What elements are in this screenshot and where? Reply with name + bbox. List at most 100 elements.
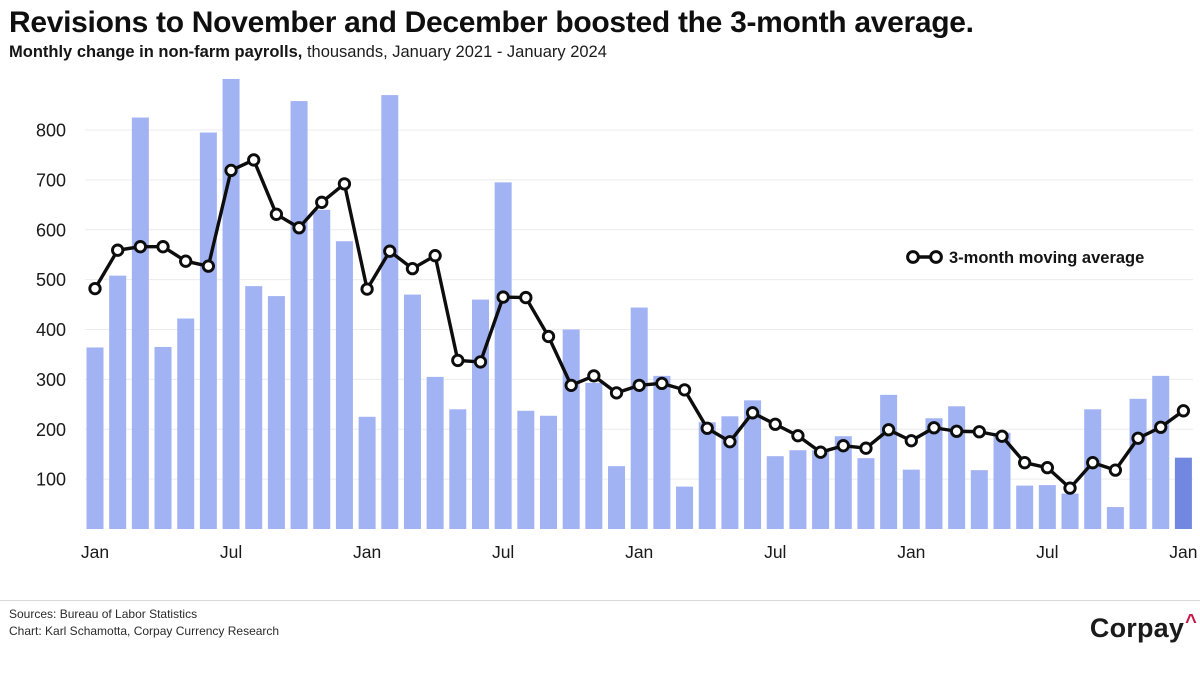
bar-May-2024 bbox=[993, 432, 1011, 529]
avg-marker-Sep-2024 bbox=[1086, 456, 1100, 470]
avg-marker-Mar-2024 bbox=[950, 424, 964, 438]
bar-Jun-2024 bbox=[1016, 485, 1034, 529]
x-tick-label-Jan-2022: Jan bbox=[353, 542, 381, 562]
y-tick-label-300: 300 bbox=[36, 370, 66, 390]
bar-Dec-2021 bbox=[335, 241, 353, 529]
bar-Feb-2022 bbox=[381, 95, 399, 530]
avg-marker-Sep-2023 bbox=[813, 445, 828, 459]
legend-marker-icon-1 bbox=[929, 250, 943, 264]
bar-Dec-2022 bbox=[608, 466, 626, 529]
avg-marker-Nov-2022 bbox=[587, 369, 601, 383]
avg-marker-Feb-2024 bbox=[927, 421, 941, 435]
avg-marker-Jan-2024 bbox=[904, 434, 918, 448]
bar-Feb-2023 bbox=[653, 375, 671, 529]
bar-Mar-2022 bbox=[403, 294, 421, 529]
corpay-logo: Corpay^ bbox=[1090, 611, 1197, 644]
avg-marker-Feb-2023 bbox=[655, 376, 669, 391]
bar-Jul-2024 bbox=[1038, 485, 1056, 529]
avg-marker-Sep-2022 bbox=[541, 329, 556, 344]
bar-May-2022 bbox=[449, 409, 467, 529]
avg-marker-Apr-2022 bbox=[428, 249, 442, 263]
chart-title: Revisions to November and December boost… bbox=[9, 6, 974, 39]
bar-Apr-2021 bbox=[154, 346, 172, 529]
chart-subtitle: Monthly change in non-farm payrolls, tho… bbox=[9, 43, 1189, 62]
avg-marker-Jun-2022 bbox=[473, 355, 488, 369]
avg-marker-Jan-2025 bbox=[1176, 404, 1191, 418]
bar-Jun-2021 bbox=[199, 132, 217, 529]
bar-Aug-2022 bbox=[517, 410, 535, 529]
bar-Jan-2025 bbox=[1174, 457, 1192, 529]
avg-marker-Oct-2021 bbox=[292, 221, 306, 235]
bar-Jan-2021 bbox=[86, 347, 104, 529]
bar-Mar-2024 bbox=[948, 406, 966, 529]
footer-sources: Sources: Bureau of Labor Statistics Char… bbox=[9, 606, 279, 639]
avg-marker-Feb-2021 bbox=[111, 243, 125, 257]
bar-Jun-2023 bbox=[744, 400, 762, 529]
bar-Sep-2021 bbox=[267, 296, 285, 529]
x-tick-label-Jan-2024: Jan bbox=[897, 542, 925, 562]
avg-marker-Mar-2022 bbox=[405, 262, 420, 276]
avg-marker-Oct-2022 bbox=[564, 378, 578, 393]
bar-Nov-2022 bbox=[585, 382, 603, 529]
x-tick-label-Jul-2022: Jul bbox=[492, 542, 514, 562]
bar-Aug-2021 bbox=[245, 286, 263, 529]
x-tick-label-Jul-2021: Jul bbox=[220, 542, 242, 562]
avg-marker-Aug-2021 bbox=[247, 153, 261, 167]
avg-marker-Nov-2023 bbox=[859, 441, 873, 455]
bar-Sep-2023 bbox=[812, 450, 830, 529]
avg-marker-May-2024 bbox=[995, 429, 1009, 443]
bar-Dec-2023 bbox=[880, 394, 898, 529]
x-tick-label-Jan-2025: Jan bbox=[1169, 542, 1197, 562]
avg-marker-Dec-2024 bbox=[1154, 420, 1168, 434]
corpay-logo-text: Corpay bbox=[1089, 613, 1185, 643]
sources-line: Sources: Bureau of Labor Statistics bbox=[9, 607, 198, 621]
avg-marker-Jul-2021 bbox=[224, 163, 238, 178]
avg-marker-Nov-2024 bbox=[1131, 431, 1145, 445]
bar-Jul-2023 bbox=[766, 456, 784, 529]
avg-marker-Jul-2024 bbox=[1040, 461, 1055, 475]
payrolls-chart-svg: 100 200 300 400 500 600 700 800 Jan Jul Jan Jul Jan J… bbox=[36, 79, 1198, 562]
bar-Apr-2023 bbox=[698, 422, 716, 529]
avg-marker-Aug-2023 bbox=[791, 429, 805, 443]
y-tick-label-700: 700 bbox=[36, 170, 66, 190]
avg-marker-May-2021 bbox=[179, 254, 193, 268]
y-tick-label-600: 600 bbox=[36, 220, 66, 240]
corpay-logo-caret-icon: ^ bbox=[1185, 611, 1197, 633]
payrolls-chart: 100 200 300 400 500 600 700 800 Jan Jul Jan Jul Jan J… bbox=[36, 79, 1198, 562]
bar-Feb-2021 bbox=[109, 275, 127, 529]
bar-Sep-2022 bbox=[540, 415, 557, 529]
bar-Jun-2022 bbox=[471, 299, 489, 529]
chart-subtitle-bold: Monthly change in non-farm payrolls, bbox=[9, 43, 303, 61]
avg-marker-Jun-2021 bbox=[201, 259, 216, 273]
avg-marker-Jun-2023 bbox=[745, 406, 760, 420]
avg-marker-Aug-2022 bbox=[519, 290, 533, 305]
avg-marker-Jan-2023 bbox=[632, 378, 646, 393]
y-tick-label-400: 400 bbox=[36, 320, 66, 340]
bar-Nov-2023 bbox=[857, 458, 875, 529]
bar-Oct-2021 bbox=[290, 101, 308, 529]
avg-marker-Mar-2021 bbox=[133, 240, 148, 254]
avg-marker-Sep-2021 bbox=[269, 207, 284, 221]
avg-marker-Nov-2021 bbox=[315, 195, 329, 209]
bar-Nov-2024 bbox=[1129, 398, 1147, 529]
bar-Oct-2023 bbox=[834, 436, 852, 529]
footer-divider bbox=[0, 600, 1200, 601]
avg-marker-Oct-2023 bbox=[836, 439, 850, 453]
bar-Apr-2022 bbox=[426, 376, 444, 529]
bar-Jan-2023 bbox=[630, 307, 648, 529]
avg-marker-Apr-2024 bbox=[972, 425, 986, 439]
x-tick-label-Jan-2023: Jan bbox=[625, 542, 653, 562]
avg-marker-Dec-2022 bbox=[609, 386, 624, 400]
bar-Jul-2021 bbox=[222, 79, 240, 529]
bar-Oct-2022 bbox=[562, 329, 580, 529]
bar-May-2021 bbox=[177, 318, 195, 529]
avg-marker-Feb-2022 bbox=[383, 244, 397, 258]
avg-marker-Jan-2021 bbox=[88, 281, 102, 296]
avg-marker-Dec-2021 bbox=[337, 177, 352, 191]
avg-marker-May-2022 bbox=[451, 353, 465, 368]
bar-Mar-2021 bbox=[131, 117, 149, 529]
bar-Aug-2024 bbox=[1061, 493, 1079, 529]
credit-line: Chart: Karl Schamotta, Corpay Currency R… bbox=[9, 623, 280, 638]
avg-marker-Apr-2023 bbox=[700, 421, 714, 435]
